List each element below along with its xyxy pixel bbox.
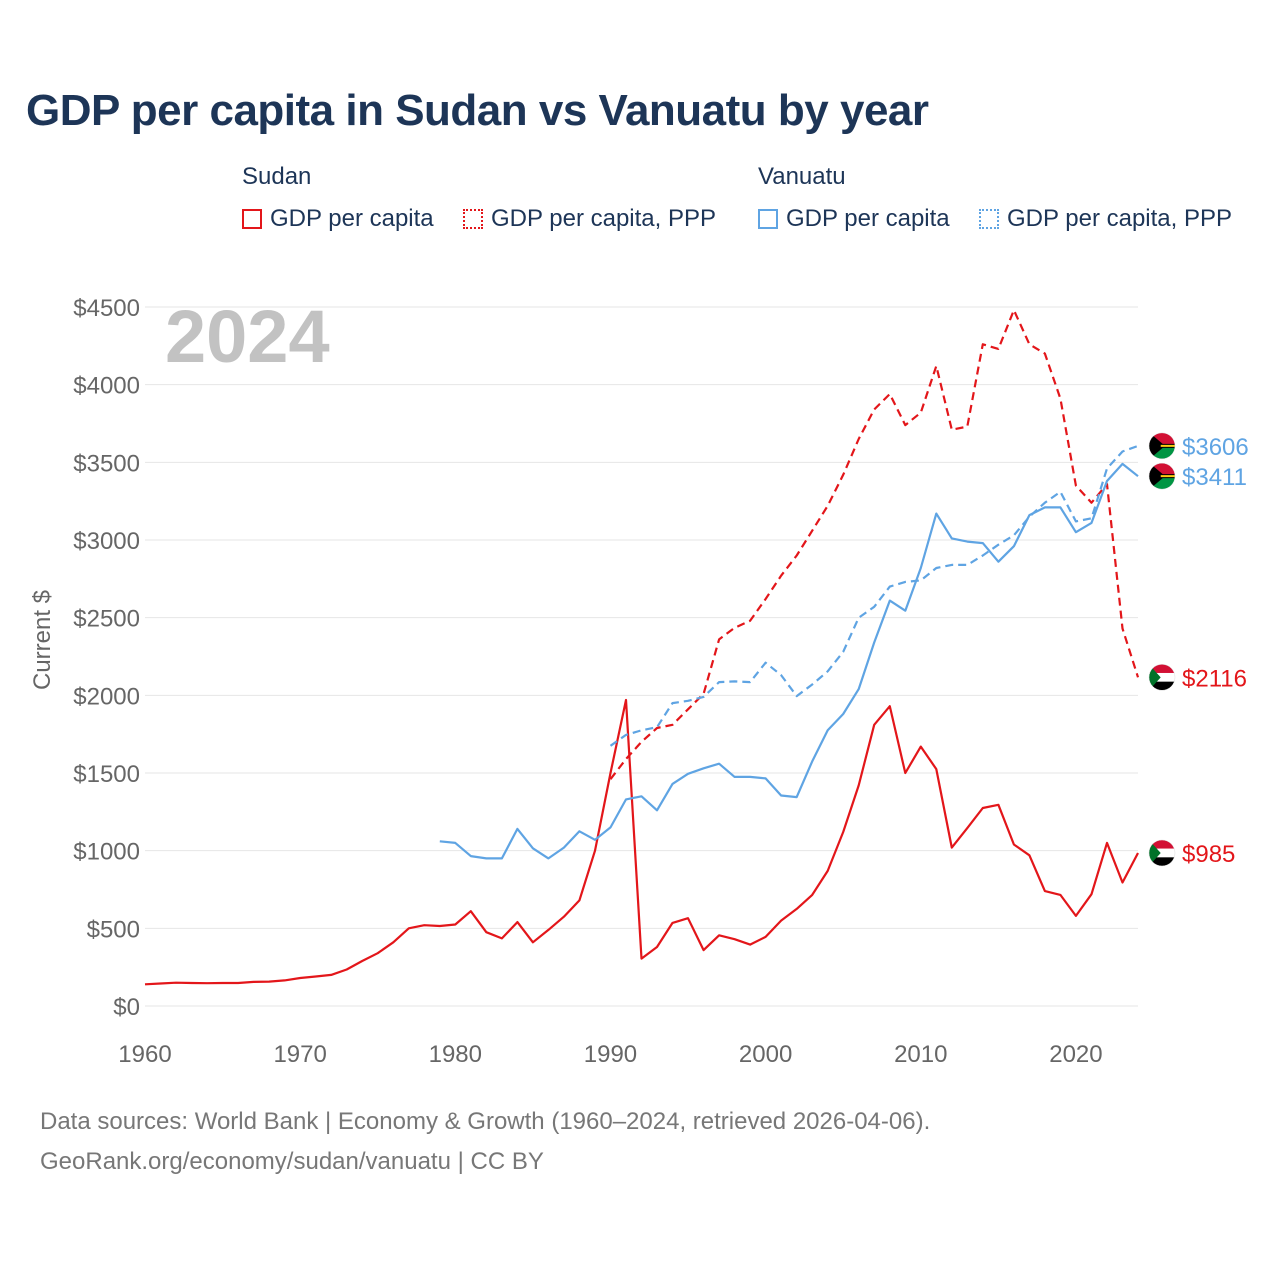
legend-label: GDP per capita bbox=[786, 205, 950, 232]
legend-item-vanuatu-ppp[interactable]: GDP per capita, PPP bbox=[979, 205, 1232, 233]
legend-label: GDP per capita bbox=[270, 205, 434, 232]
flag-triangle bbox=[1149, 839, 1161, 866]
legend-swatch-solid-icon bbox=[758, 209, 778, 229]
x-tick-label: 1990 bbox=[584, 1041, 637, 1068]
x-tick-label: 1980 bbox=[429, 1041, 482, 1068]
y-tick-label: $2500 bbox=[73, 606, 140, 633]
legend-swatch-dotted-icon bbox=[463, 209, 483, 229]
x-tick-label: 2010 bbox=[894, 1041, 947, 1068]
source-note: Data sources: World Bank | Economy & Gro… bbox=[40, 1108, 931, 1135]
end-value-label: $3606 bbox=[1182, 434, 1249, 461]
y-tick-label: $2000 bbox=[73, 683, 140, 710]
legend-item-sudan-gdp[interactable]: GDP per capita bbox=[242, 205, 434, 233]
end-value-label: $985 bbox=[1182, 841, 1235, 868]
y-tick-label: $3000 bbox=[73, 528, 140, 555]
flag-band bbox=[1149, 672, 1175, 682]
x-tick-label: 2000 bbox=[739, 1041, 792, 1068]
legend-sudan-title: Sudan bbox=[242, 163, 312, 190]
end-value-label: $3411 bbox=[1182, 464, 1247, 491]
x-tick-label: 1970 bbox=[273, 1041, 326, 1068]
flag-triangle bbox=[1149, 664, 1161, 691]
x-tick-label: 1960 bbox=[118, 1041, 171, 1068]
flag-outline bbox=[1148, 664, 1176, 691]
y-axis-label: Current $ bbox=[29, 590, 56, 690]
legend-vanuatu-title: Vanuatu bbox=[758, 163, 846, 190]
flag-outline bbox=[1148, 432, 1176, 460]
vanuatu-gdp-per-capita-line bbox=[439, 462, 1139, 860]
flag-triangle bbox=[1149, 432, 1161, 459]
flag-outline bbox=[1148, 462, 1176, 490]
y-tick-label: $1500 bbox=[73, 761, 140, 788]
x-tick-label: 2020 bbox=[1049, 1041, 1102, 1068]
year-watermark: 2024 bbox=[165, 295, 330, 378]
y-tick-label: $0 bbox=[113, 994, 140, 1021]
legend-label: GDP per capita, PPP bbox=[1007, 205, 1232, 232]
flag-outline bbox=[1148, 839, 1176, 867]
end-value-label: $2116 bbox=[1182, 665, 1247, 692]
sudan-gdp-per-capita-line bbox=[144, 698, 1139, 986]
sudan-flag-icon bbox=[1149, 839, 1175, 866]
y-tick-label: $4000 bbox=[73, 373, 140, 400]
vanuatu-gdp-per-capita-ppp-line bbox=[609, 444, 1139, 747]
y-tick-label: $4500 bbox=[73, 295, 140, 322]
sudan-flag-icon bbox=[1149, 664, 1175, 691]
legend-item-sudan-ppp[interactable]: GDP per capita, PPP bbox=[463, 205, 716, 233]
source-url: GeoRank.org/economy/sudan/vanuatu | CC B… bbox=[40, 1148, 544, 1175]
y-tick-label: $3500 bbox=[73, 450, 140, 477]
sudan-gdp-per-capita-ppp-line bbox=[609, 309, 1140, 780]
legend-label: GDP per capita, PPP bbox=[491, 205, 716, 232]
flag-band bbox=[1149, 839, 1175, 849]
legend-swatch-dotted-icon bbox=[979, 209, 999, 229]
legend-item-vanuatu-gdp[interactable]: GDP per capita bbox=[758, 205, 950, 233]
flag-band bbox=[1149, 681, 1175, 691]
y-tick-label: $1000 bbox=[73, 839, 140, 866]
flag-triangle bbox=[1149, 463, 1161, 490]
flag-band bbox=[1149, 848, 1175, 858]
chart-title: GDP per capita in Sudan vs Vanuatu by ye… bbox=[26, 86, 929, 135]
legend-swatch-solid-icon bbox=[242, 209, 262, 229]
y-tick-label: $500 bbox=[87, 916, 140, 943]
flag-band bbox=[1149, 664, 1175, 673]
flag-band bbox=[1149, 857, 1175, 866]
